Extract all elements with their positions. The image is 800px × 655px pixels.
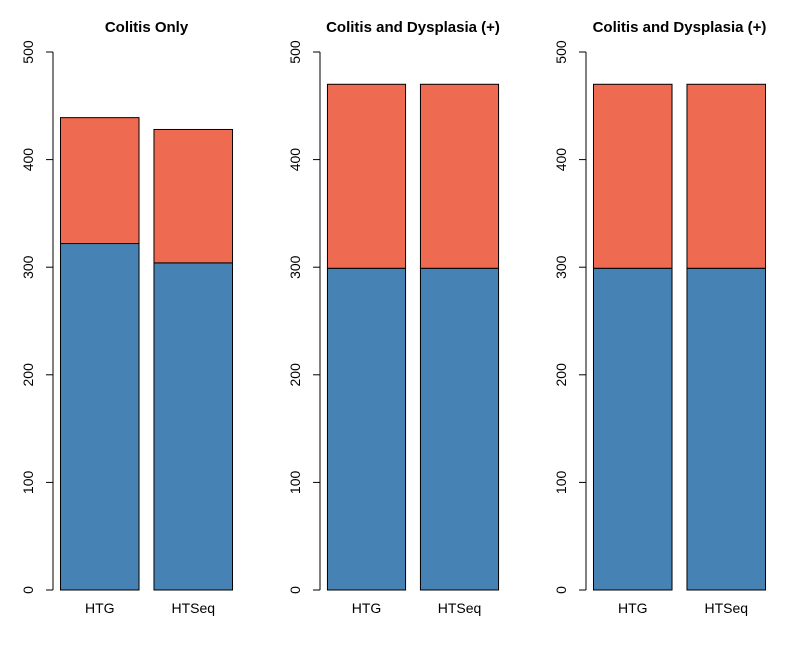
x-category-label: HTG [85, 600, 115, 616]
x-category-label: HTSeq [438, 600, 482, 616]
bar-htseq-segment-1 [419, 267, 500, 591]
y-tick-label: 0 [20, 586, 36, 594]
y-tick-label: 0 [553, 586, 569, 594]
bar-htg-segment-2 [326, 83, 407, 269]
bar-htg-segment-1 [592, 267, 673, 591]
y-tick-label: 200 [553, 363, 569, 387]
bar-htg-segment-2 [592, 83, 673, 269]
chart-panel-1: Colitis Only 0 100 200 300 400 500 HTG HTSeq [20, 19, 234, 616]
bar-htseq-segment-2 [686, 83, 767, 269]
y-tick-label: 300 [287, 255, 303, 279]
y-tick-label: 100 [20, 471, 36, 495]
panel-title: Colitis and Dysplasia (+) [593, 19, 767, 36]
y-tick-label: 400 [20, 148, 36, 172]
y-tick-label: 400 [553, 148, 569, 172]
chart-panel-3: Colitis and Dysplasia (+) 0 100 200 300 400 50… [553, 19, 766, 616]
bar-htg-segment-1 [326, 267, 407, 591]
bar-htg-segment-1 [59, 243, 140, 591]
x-category-label: HTG [352, 600, 382, 616]
bar-htseq-segment-2 [419, 83, 500, 269]
bar-htseq-segment-1 [686, 267, 767, 591]
y-tick-label: 500 [20, 40, 36, 64]
y-tick-label: 100 [553, 471, 569, 495]
y-tick-label: 200 [287, 363, 303, 387]
bar-htg-segment-2 [59, 117, 140, 245]
x-category-label: HTG [618, 600, 648, 616]
y-tick-label: 400 [287, 148, 303, 172]
x-category-label: HTSeq [171, 600, 215, 616]
x-category-label: HTSeq [704, 600, 748, 616]
y-tick-label: 100 [287, 471, 303, 495]
y-tick-label: 300 [553, 255, 569, 279]
panel-title: Colitis Only [105, 19, 189, 36]
chart-panel-2: Colitis and Dysplasia (+) 0 100 200 300 400 50… [287, 19, 500, 616]
bar-htseq-segment-2 [153, 128, 234, 264]
y-tick-label: 200 [20, 363, 36, 387]
y-tick-label: 0 [287, 586, 303, 594]
panel-title: Colitis and Dysplasia (+) [326, 19, 500, 36]
y-tick-label: 500 [287, 40, 303, 64]
y-tick-label: 500 [553, 40, 569, 64]
y-tick-label: 300 [20, 255, 36, 279]
bar-htseq-segment-1 [153, 262, 234, 591]
